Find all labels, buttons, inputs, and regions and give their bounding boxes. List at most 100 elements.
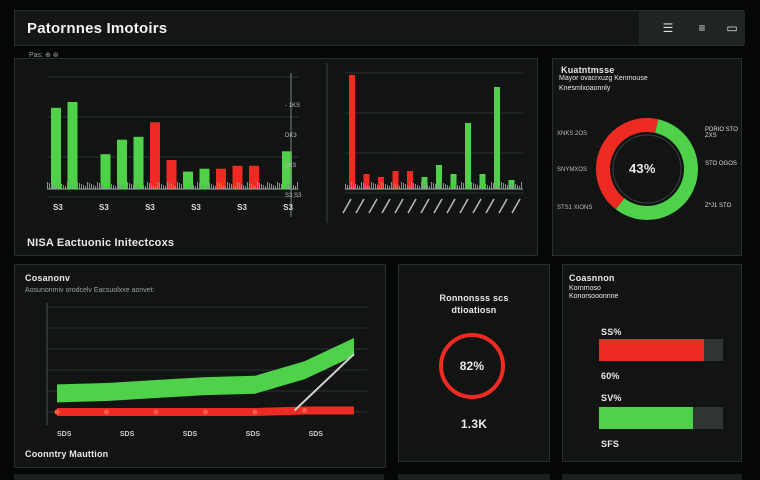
bar-green bbox=[465, 123, 471, 189]
baseline-tick bbox=[185, 186, 186, 189]
baseline-tick bbox=[279, 183, 280, 189]
baseline-tick bbox=[249, 183, 250, 189]
chart-caption: Pas: ⊕ ⊛ bbox=[29, 52, 59, 59]
baseline-tick bbox=[497, 185, 498, 189]
x-tick-label bbox=[485, 198, 495, 214]
donut-left-labels: XNKS 2OS SNYMXOS STS1 XIONS bbox=[557, 131, 592, 211]
baseline-tick bbox=[485, 184, 486, 189]
baseline-tick bbox=[355, 184, 356, 189]
baseline-tick bbox=[115, 186, 116, 189]
bar-label: SV% bbox=[601, 393, 622, 403]
bar-green bbox=[199, 168, 210, 189]
baseline-tick bbox=[445, 184, 446, 189]
bottom-strip bbox=[562, 474, 742, 480]
baseline-tick bbox=[117, 182, 118, 189]
donut-sub2: Knesmlxoaonnly bbox=[559, 85, 611, 92]
baseline-tick bbox=[433, 183, 434, 189]
baseline-tick bbox=[231, 184, 232, 189]
baseline-tick bbox=[271, 184, 272, 189]
bar-red bbox=[392, 171, 399, 189]
bar-red bbox=[349, 75, 355, 189]
baseline-tick bbox=[439, 186, 440, 189]
baseline-tick bbox=[75, 186, 76, 189]
bar-red bbox=[363, 174, 370, 189]
bar-green bbox=[117, 139, 127, 189]
baseline-tick bbox=[385, 184, 386, 189]
menu-icon[interactable]: ≡ bbox=[698, 21, 706, 35]
baseline-tick bbox=[177, 182, 178, 189]
line-panel-title: Cosanonv bbox=[25, 273, 71, 283]
baseline-tick bbox=[149, 183, 150, 189]
baseline-tick bbox=[383, 183, 384, 189]
baseline-tick bbox=[147, 182, 148, 189]
baseline-tick bbox=[287, 182, 288, 189]
baseline-tick bbox=[79, 183, 80, 189]
x-tick-label bbox=[511, 198, 521, 214]
baseline-tick bbox=[393, 183, 394, 189]
baseline-tick bbox=[199, 183, 200, 189]
bar-green bbox=[183, 171, 193, 189]
baseline-tick bbox=[381, 182, 382, 189]
baseline-tick bbox=[189, 183, 190, 189]
baseline-tick bbox=[481, 182, 482, 189]
baseline-tick bbox=[55, 186, 56, 189]
baseline-tick bbox=[49, 183, 50, 189]
horizontal-bars-panel: Coasnnon Kornmoso Konorsooonnne SS% 60% … bbox=[562, 264, 742, 462]
list-icon[interactable]: ☰ bbox=[662, 21, 674, 35]
baseline-tick bbox=[221, 184, 222, 189]
baseline-tick bbox=[167, 182, 168, 189]
baseline-tick bbox=[89, 183, 90, 189]
baseline-tick bbox=[123, 185, 124, 189]
baseline-tick bbox=[387, 185, 388, 189]
baseline-tick bbox=[87, 182, 88, 189]
baseline-tick bbox=[47, 182, 48, 189]
bar-green bbox=[436, 165, 442, 189]
baseline-tick bbox=[453, 183, 454, 189]
bar-label: SFS bbox=[601, 439, 620, 449]
x-label: SDS bbox=[308, 431, 323, 438]
baseline-tick bbox=[507, 185, 508, 189]
baseline-tick bbox=[251, 184, 252, 189]
ring-center-value: 82% bbox=[459, 359, 485, 373]
line-panel-footer: Coonntry Mauttion bbox=[25, 449, 109, 459]
baseline-tick bbox=[435, 184, 436, 189]
baseline-tick bbox=[127, 182, 128, 189]
baseline-tick bbox=[71, 184, 72, 189]
baseline-tick bbox=[493, 183, 494, 189]
baseline-tick bbox=[423, 183, 424, 189]
header-bar: Patornnes Imotoirs ☰ ≡ ▭ bbox=[14, 10, 745, 46]
bars-sub2: Konorsooonnne bbox=[569, 293, 619, 300]
folder-icon[interactable]: ▭ bbox=[726, 21, 738, 35]
x-tick-label bbox=[368, 198, 378, 214]
baseline-tick bbox=[95, 186, 96, 189]
baseline-tick bbox=[259, 183, 260, 189]
marker-labels: - 1KS DK3 1KS S3 S3 bbox=[285, 91, 301, 211]
baseline-tick bbox=[223, 185, 224, 189]
baseline-tick bbox=[521, 182, 522, 189]
baseline-tick bbox=[183, 185, 184, 189]
data-point bbox=[252, 409, 258, 415]
bottom-strip bbox=[398, 474, 550, 480]
baseline-tick bbox=[137, 182, 138, 189]
baseline-tick bbox=[63, 185, 64, 189]
x-label: SDS bbox=[182, 431, 198, 438]
baseline-tick bbox=[103, 185, 104, 189]
baseline-tick bbox=[213, 185, 214, 189]
baseline-tick bbox=[443, 183, 444, 189]
baseline-tick bbox=[511, 182, 512, 189]
header-actions: ☰ ≡ ▭ bbox=[639, 11, 745, 45]
right-bar-chart bbox=[326, 63, 523, 223]
bar-red bbox=[249, 165, 259, 189]
ring-value: 1.3K bbox=[460, 417, 488, 431]
baseline-tick bbox=[273, 185, 274, 189]
baseline-tick bbox=[197, 182, 198, 189]
baseline-tick bbox=[219, 183, 220, 189]
bar-track bbox=[599, 339, 723, 361]
baseline-tick bbox=[469, 186, 470, 189]
donut-center-value: 43% bbox=[629, 161, 656, 176]
baseline-tick bbox=[407, 185, 408, 189]
data-point bbox=[104, 409, 109, 415]
baseline-tick bbox=[113, 185, 114, 189]
x-label: S3 bbox=[53, 203, 63, 212]
x-label: S3 bbox=[191, 203, 201, 212]
